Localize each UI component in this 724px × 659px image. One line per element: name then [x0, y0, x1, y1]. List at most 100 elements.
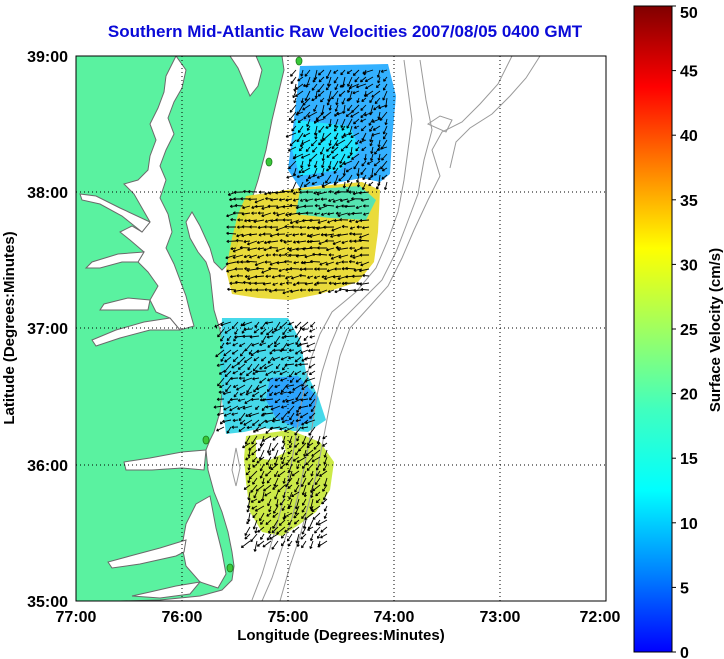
velocity-arrow [253, 356, 260, 362]
velocity-arrow [323, 505, 328, 512]
velocity-arrow [283, 240, 293, 244]
velocity-arrow [249, 225, 258, 229]
velocity-arrow [305, 174, 311, 182]
velocity-arrow [371, 132, 381, 137]
velocity-arrow [242, 334, 253, 339]
velocity-arrow [304, 512, 314, 520]
velocity-arrow [303, 267, 314, 271]
velocity-arrow [320, 167, 325, 176]
y-tick-label: 39:00 [27, 49, 68, 66]
velocity-arrow [304, 282, 314, 286]
velocity-arrow [322, 491, 328, 501]
velocity-arrow [246, 268, 258, 272]
velocity-arrow [309, 533, 314, 542]
velocity-arrow [292, 456, 300, 462]
site-marker [265, 157, 273, 167]
velocity-arrow [333, 125, 339, 132]
velocity-arrow [265, 253, 272, 257]
velocity-arrow [348, 260, 356, 264]
velocity-arrow [237, 218, 244, 222]
velocity-arrow [320, 97, 325, 103]
velocity-arrow [263, 484, 272, 492]
velocity-arrow [293, 512, 300, 519]
velocity-arrow [321, 153, 325, 162]
velocity-arrow [347, 76, 353, 87]
velocity-arrow [346, 97, 353, 102]
velocity-arrow [302, 470, 307, 478]
velocity-arrow [245, 370, 253, 377]
velocity-arrow [289, 412, 295, 421]
velocity-arrow [266, 442, 272, 454]
velocity-arrow [370, 153, 374, 162]
velocity-arrow [248, 349, 253, 355]
potomac-river [79, 193, 151, 233]
velocity-arrow [276, 526, 286, 535]
velocity-arrow [361, 97, 367, 102]
velocity-arrow [222, 419, 232, 424]
velocity-arrow [252, 477, 258, 485]
velocity-arrow [327, 219, 335, 224]
velocity-arrow [274, 491, 279, 500]
velocity-arrow [377, 111, 381, 120]
velocity-arrow [318, 240, 328, 245]
velocity-arrow [267, 377, 274, 382]
velocity-arrow [282, 328, 288, 336]
velocity-arrow [293, 83, 297, 92]
velocity-arrow [294, 505, 300, 515]
velocity-arrow [309, 412, 316, 419]
velocity-arrow [279, 498, 286, 506]
velocity-arrow [306, 226, 314, 230]
velocity-arrow [242, 405, 253, 410]
velocity-arrow [224, 370, 232, 378]
velocity-arrow [331, 139, 339, 150]
velocity-arrow [318, 69, 325, 76]
velocity-arrow [295, 335, 302, 346]
velocity-arrow [321, 160, 325, 169]
velocity-arrow [272, 484, 279, 490]
velocity-arrow [299, 232, 307, 236]
velocity-arrow [360, 125, 367, 132]
x-tick-label: 77:00 [56, 609, 97, 626]
velocity-arrow [257, 211, 265, 215]
velocity-arrow [288, 212, 300, 217]
velocity-arrow [323, 275, 335, 281]
velocity-arrow [273, 449, 279, 460]
colorbar-tick-label: 40 [680, 128, 698, 145]
velocity-arrow [337, 212, 349, 218]
velocity-arrow [332, 198, 342, 203]
velocity-arrow [264, 491, 272, 497]
velocity-arrow [232, 418, 239, 423]
velocity-arrow [230, 217, 237, 222]
velocity-arrow [301, 463, 307, 469]
velocity-arrow [325, 125, 332, 129]
velocity-arrow [301, 540, 307, 549]
velocity-arrow [312, 484, 321, 492]
velocity-arrow [247, 219, 258, 223]
velocity-arrow [288, 390, 295, 395]
velocity-arrow [343, 160, 353, 166]
velocity-arrow [261, 212, 272, 218]
velocity-arrow [262, 282, 272, 286]
velocity-arrow [299, 198, 307, 202]
velocity-arrow [281, 456, 286, 465]
velocity-arrow [290, 76, 297, 85]
velocity-arrow [260, 519, 265, 525]
velocity-arrow [274, 288, 286, 292]
velocity-arrow [285, 198, 293, 202]
velocity-arrow [292, 90, 297, 99]
velocity-arrow [325, 146, 332, 152]
velocity-arrow [356, 167, 360, 177]
velocity-arrow [291, 491, 300, 497]
velocity-arrow [279, 391, 288, 395]
velocity-arrow [251, 435, 258, 445]
velocity-arrow [339, 218, 349, 222]
velocity-arrow [301, 377, 309, 387]
velocity-arrow [378, 104, 388, 110]
velocity-arrow [327, 76, 332, 87]
velocity-arrow [363, 153, 367, 161]
velocity-arrow [291, 125, 297, 132]
velocity-arrow [265, 321, 274, 325]
velocity-arrow [319, 470, 328, 477]
velocity-arrow [382, 132, 388, 140]
velocity-arrow [323, 477, 328, 487]
